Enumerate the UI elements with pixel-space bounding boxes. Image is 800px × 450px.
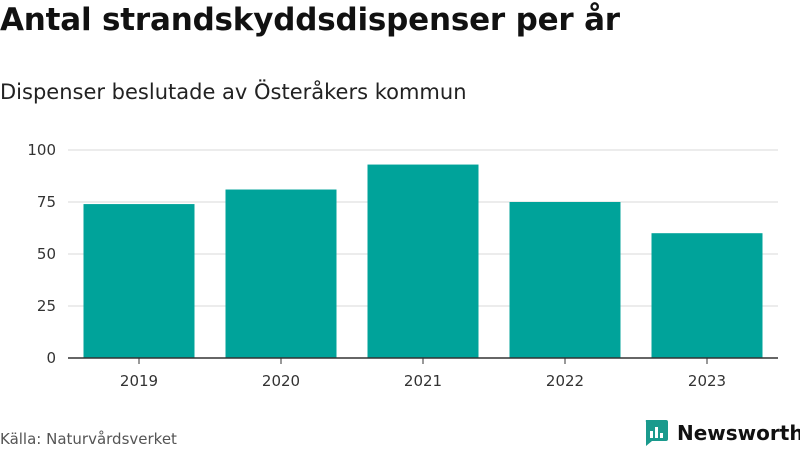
x-tick-label: 2019: [120, 372, 158, 390]
x-tick-label: 2022: [546, 372, 584, 390]
y-tick-label: 75: [37, 193, 56, 211]
source-note: Källa: Naturvårdsverket: [0, 430, 177, 448]
x-tick-label: 2020: [262, 372, 300, 390]
x-tick-label: 2023: [688, 372, 726, 390]
brand-name: Newsworthy: [677, 421, 800, 445]
bars: [83, 164, 763, 358]
bar-2019: [83, 204, 195, 358]
chart-subtitle: Dispenser beslutade av Österåkers kommun: [0, 80, 467, 104]
bar-2021: [367, 164, 479, 358]
bar-chart-speech-bubble-icon: [645, 420, 668, 446]
y-tick-label: 25: [37, 297, 56, 315]
chart-title: Antal strandskyddsdispenser per år: [0, 2, 620, 38]
y-axis-ticks: 0 25 50 75 100: [27, 141, 56, 367]
bar-2023: [651, 233, 763, 358]
x-axis-ticks: 2019 2020 2021 2022 2023: [68, 357, 778, 390]
y-tick-label: 0: [46, 349, 56, 367]
x-tick-label: 2021: [404, 372, 442, 390]
bar-chart: 0 25 50 75 100 2019 2020 2021 2022 2023: [27, 141, 778, 390]
y-tick-label: 100: [27, 141, 56, 159]
y-tick-label: 50: [37, 245, 56, 263]
bar-2020: [225, 189, 337, 358]
brand-logo: Newsworthy: [643, 419, 800, 447]
bar-2022: [509, 202, 621, 358]
